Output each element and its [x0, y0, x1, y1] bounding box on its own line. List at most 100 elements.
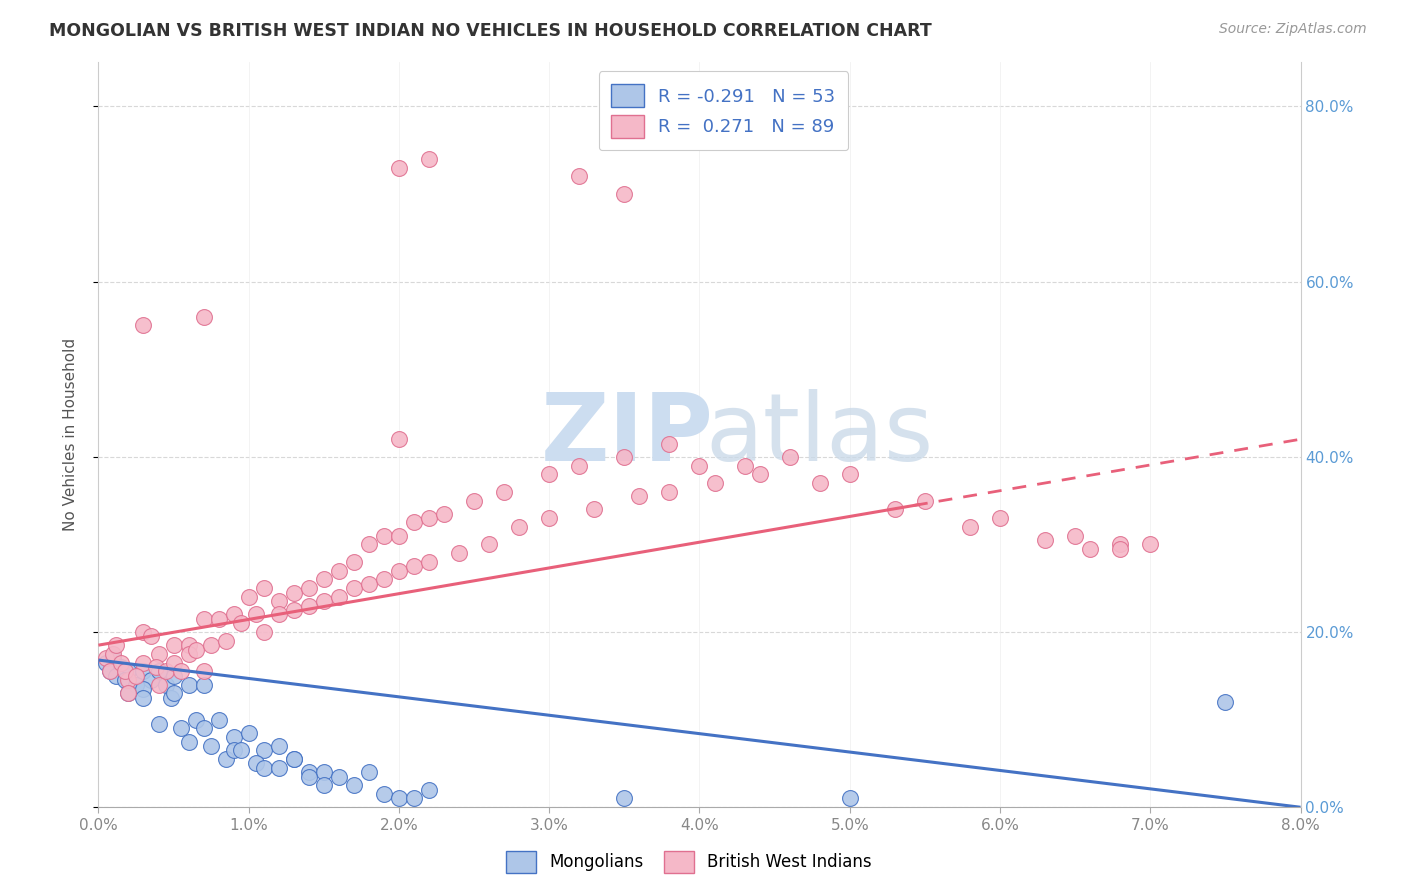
Point: [1215, 695, 1237, 709]
Point: [215, 633, 238, 648]
Point: [298, 581, 321, 595]
Point: [148, 665, 170, 679]
Point: [298, 765, 321, 780]
Point: [402, 516, 425, 530]
Point: [388, 564, 411, 578]
Point: [184, 713, 207, 727]
Point: [231, 616, 253, 631]
Point: [148, 647, 170, 661]
Point: [177, 647, 200, 661]
Point: [689, 458, 711, 473]
Point: [1139, 537, 1161, 551]
Point: [94, 656, 117, 670]
Point: [253, 581, 276, 595]
Point: [222, 743, 245, 757]
Point: [132, 665, 155, 679]
Point: [162, 669, 184, 683]
Point: [703, 476, 725, 491]
Point: [283, 752, 305, 766]
Point: [162, 638, 184, 652]
Point: [114, 665, 136, 679]
Point: [343, 778, 366, 792]
Point: [132, 656, 155, 670]
Point: [658, 436, 681, 450]
Point: [1064, 528, 1087, 542]
Point: [267, 594, 290, 608]
Point: [388, 161, 411, 175]
Point: [253, 743, 276, 757]
Point: [538, 467, 561, 482]
Point: [110, 656, 132, 670]
Point: [583, 502, 606, 516]
Point: [508, 520, 530, 534]
Point: [184, 642, 207, 657]
Point: [245, 756, 267, 771]
Point: [267, 607, 290, 622]
Point: [613, 186, 636, 201]
Point: [779, 450, 801, 464]
Point: [914, 493, 936, 508]
Point: [418, 782, 440, 797]
Point: [343, 581, 366, 595]
Point: [132, 318, 155, 333]
Point: [463, 493, 485, 508]
Point: [114, 673, 136, 688]
Point: [373, 573, 395, 587]
Point: [357, 537, 380, 551]
Point: [312, 594, 335, 608]
Point: [238, 726, 260, 740]
Point: [748, 467, 770, 482]
Point: [208, 612, 231, 626]
Point: [177, 638, 200, 652]
Point: [402, 559, 425, 574]
Point: [373, 528, 395, 542]
Point: [418, 152, 440, 166]
Point: [117, 673, 139, 688]
Point: [117, 665, 139, 679]
Point: [328, 590, 350, 604]
Point: [193, 612, 215, 626]
Point: [1109, 541, 1132, 556]
Point: [155, 677, 177, 691]
Point: [105, 638, 128, 652]
Point: [883, 502, 905, 516]
Point: [110, 660, 132, 674]
Point: [193, 665, 215, 679]
Point: [1033, 533, 1056, 547]
Point: [357, 577, 380, 591]
Point: [447, 546, 470, 560]
Point: [613, 450, 636, 464]
Point: [494, 484, 516, 499]
Point: [94, 651, 117, 665]
Legend: R = -0.291   N = 53, R =  0.271   N = 89: R = -0.291 N = 53, R = 0.271 N = 89: [599, 71, 848, 151]
Point: [433, 507, 456, 521]
Point: [328, 770, 350, 784]
Point: [658, 484, 681, 499]
Point: [988, 511, 1011, 525]
Point: [170, 722, 193, 736]
Point: [1078, 541, 1101, 556]
Point: [418, 555, 440, 569]
Point: [148, 717, 170, 731]
Text: Source: ZipAtlas.com: Source: ZipAtlas.com: [1219, 22, 1367, 37]
Point: [328, 564, 350, 578]
Point: [283, 752, 305, 766]
Point: [215, 752, 238, 766]
Point: [312, 778, 335, 792]
Point: [177, 677, 200, 691]
Point: [231, 743, 253, 757]
Point: [139, 629, 162, 643]
Point: [117, 686, 139, 700]
Point: [162, 656, 184, 670]
Point: [245, 607, 267, 622]
Point: [159, 690, 181, 705]
Point: [478, 537, 501, 551]
Point: [222, 730, 245, 744]
Point: [628, 489, 651, 503]
Point: [568, 458, 591, 473]
Point: [373, 787, 395, 801]
Point: [298, 599, 321, 613]
Point: [613, 791, 636, 805]
Point: [117, 686, 139, 700]
Point: [238, 590, 260, 604]
